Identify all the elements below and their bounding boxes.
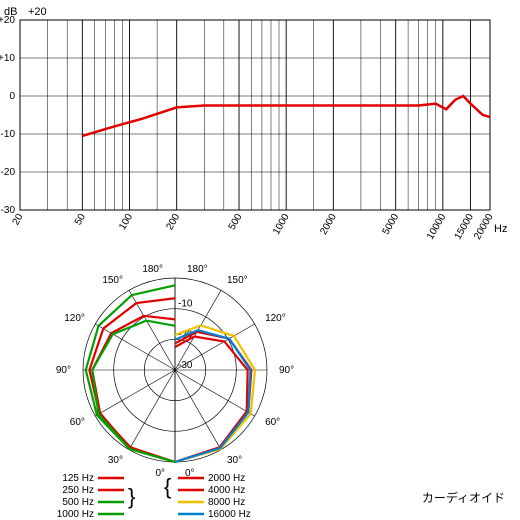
angle-label: 150° xyxy=(102,275,123,286)
y-tick-label: +10 xyxy=(0,53,15,64)
angle-label: 180° xyxy=(187,264,208,275)
db-top-value: +20 xyxy=(28,6,47,18)
y-tick-label: 0 xyxy=(9,91,15,102)
x-tick-label: 500 xyxy=(227,212,245,232)
x-tick-label: 1000 xyxy=(271,212,292,237)
legend-label: 8000 Hz xyxy=(208,497,245,508)
angle-label: 30° xyxy=(108,455,123,466)
hz-label: Hz xyxy=(494,223,507,235)
legend-label: 250 Hz xyxy=(62,485,94,496)
angle-label: 90° xyxy=(279,365,294,376)
legend-label: 125 Hz xyxy=(62,473,94,484)
angle-label: 120° xyxy=(64,313,85,324)
polar-chart: 30° 30° 60° 60° 90° 90° 120° 120° 150° 150° 180° 18… xyxy=(56,264,294,479)
angle-label: 60° xyxy=(70,417,85,428)
y-tick-label: -20 xyxy=(1,167,16,178)
angle-label: 150° xyxy=(227,275,248,286)
polar-curve xyxy=(92,316,175,462)
angle-label: 60° xyxy=(265,417,280,428)
y-tick-label: -30 xyxy=(1,205,16,216)
ring-label: -10 xyxy=(178,299,193,310)
legend-label: 500 Hz xyxy=(62,497,94,508)
legend-label: 16000 Hz xyxy=(208,509,251,520)
x-tick-label: 50 xyxy=(73,212,88,228)
ring-label: -30 xyxy=(178,360,193,371)
angle-label: 120° xyxy=(265,313,286,324)
chart-canvas: +20+100-10-20-30205010020050010002000500… xyxy=(0,0,520,520)
polar-pattern-caption: カーディオイド xyxy=(422,490,505,505)
freq-response-chart: +20+100-10-20-30205010020050010002000500… xyxy=(0,6,507,242)
polar-curve xyxy=(175,325,255,462)
x-tick-label: 100 xyxy=(117,212,135,232)
bracket-icon: } xyxy=(128,484,135,509)
x-tick-label: 10000 xyxy=(425,212,449,242)
legend: 125 Hz250 Hz500 Hz1000 Hz} 2000 Hz4000 Hz… xyxy=(57,473,251,520)
legend-label: 1000 Hz xyxy=(57,509,94,520)
x-tick-label: 2000 xyxy=(318,212,339,237)
x-tick-label: 5000 xyxy=(381,212,402,237)
angle-label: 30° xyxy=(227,455,242,466)
legend-label: 2000 Hz xyxy=(208,473,245,484)
db-label: dB xyxy=(4,6,17,18)
angle-label: 180° xyxy=(142,264,163,275)
y-tick-label: -10 xyxy=(1,129,16,140)
x-tick-label: 20000 xyxy=(472,212,496,242)
angle-label: 90° xyxy=(56,365,71,376)
polar-curve xyxy=(86,285,175,462)
polar-curve xyxy=(175,337,248,462)
legend-label: 4000 Hz xyxy=(208,485,245,496)
bracket-icon: { xyxy=(164,474,171,499)
polar-curve xyxy=(175,332,251,462)
x-tick-label: 200 xyxy=(164,212,182,232)
